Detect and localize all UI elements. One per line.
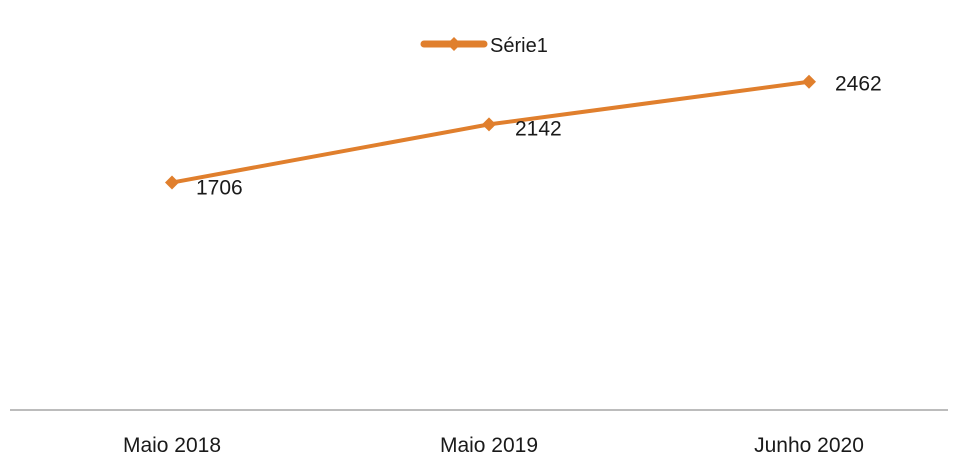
data-point-marker (802, 74, 816, 89)
data-point-marker (482, 117, 496, 132)
x-tick-label: Maio 2018 (123, 434, 221, 457)
legend-swatch-marker (447, 37, 461, 51)
plot-area: 1706 2142 2462 (165, 73, 882, 200)
x-axis-tick-labels: Maio 2018 Maio 2019 Junho 2020 (123, 434, 864, 457)
legend: Série1 (420, 35, 548, 57)
data-label: 1706 (196, 177, 243, 200)
data-point-marker (165, 175, 179, 190)
series-line (171, 79, 810, 185)
legend-label: Série1 (490, 35, 548, 57)
x-tick-label: Junho 2020 (754, 434, 864, 457)
x-tick-label: Maio 2019 (440, 434, 538, 457)
data-label: 2462 (835, 73, 882, 96)
data-label: 2142 (515, 117, 562, 140)
